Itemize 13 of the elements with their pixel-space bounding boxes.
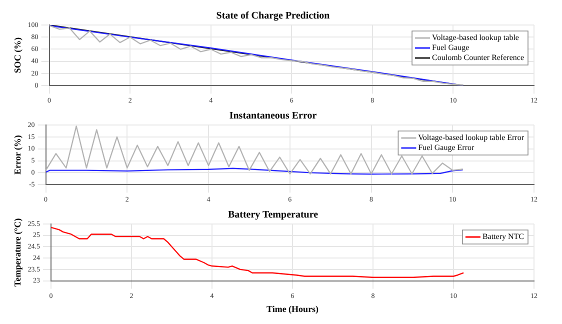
y-axis-title: Error (%)	[12, 135, 23, 175]
legend-label: Voltage-based lookup table Error	[418, 133, 524, 142]
legend-label: Voltage-based lookup table	[432, 33, 520, 42]
y-axis-title: Temperature (°C)	[12, 218, 23, 287]
y-axis-title: SOC (%)	[12, 37, 23, 74]
legend-label: Fuel Gauge Error	[418, 143, 474, 152]
legend-label: Battery NTC	[482, 232, 524, 242]
x-axis-title: Time (Hours)	[266, 304, 319, 314]
chart-title: Instantaneous Error	[229, 110, 318, 122]
legend-label: Fuel Gauge	[432, 43, 470, 52]
legend-label: Coulomb Counter Reference	[432, 53, 524, 62]
chart-title: Battery Temperature	[228, 210, 319, 221]
chart-title: State of Charge Prediction	[216, 10, 330, 22]
